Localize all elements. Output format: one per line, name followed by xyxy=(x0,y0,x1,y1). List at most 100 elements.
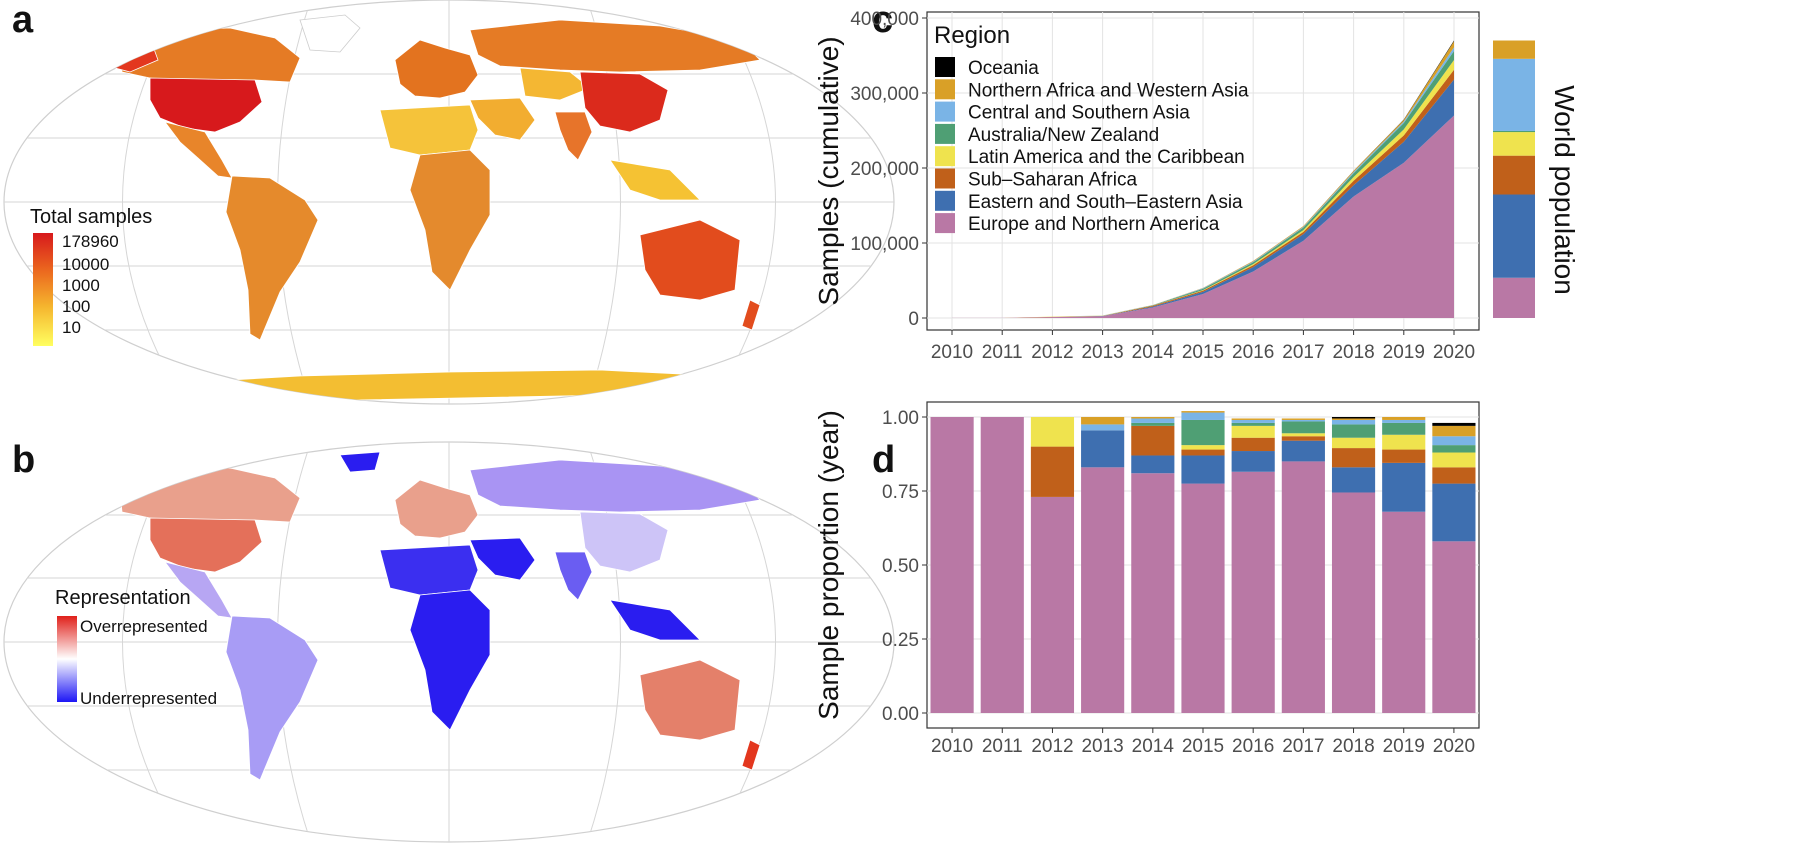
bar-2013-central-and-southern-asia xyxy=(1081,424,1125,431)
chart-c-areas xyxy=(952,40,1454,318)
bar-2016-latin-america-and-the-caribbean xyxy=(1231,425,1275,438)
bar-2017-europe-and-northern-america xyxy=(1281,461,1325,713)
map-b-legend: Representation Overrepresented Underrepr… xyxy=(55,587,217,708)
bar-2013-eastern-and-south-eastern-asia xyxy=(1081,430,1125,468)
chart-c-x-tick-label: 2012 xyxy=(1031,342,1073,363)
legend-swatch-oceania xyxy=(935,57,955,77)
bar-2019-northern-africa-and-western-asia xyxy=(1382,417,1426,420)
bar-2016-australia-new-zealand xyxy=(1231,422,1275,426)
chart-d-x-tick-label: 2020 xyxy=(1433,736,1475,757)
bar-2020-oceania xyxy=(1432,422,1476,426)
bar-2016-central-and-southern-asia xyxy=(1231,419,1275,423)
bar-2018-europe-and-northern-america xyxy=(1331,492,1376,713)
bar-2016-europe-and-northern-america xyxy=(1231,471,1275,713)
bar-2016-eastern-and-south-eastern-asia xyxy=(1231,451,1275,472)
bar-2017-latin-america-and-the-caribbean xyxy=(1281,433,1325,437)
area-europe-and-northern-america xyxy=(952,115,1454,318)
bar-2019-australia-new-zealand xyxy=(1382,422,1426,435)
legend-label-eastern-and-south-eastern-asia: Eastern and South–Eastern Asia xyxy=(968,192,1243,213)
chart-c-x-tick-label: 2014 xyxy=(1132,342,1175,363)
chart-d-x-tick-label: 2016 xyxy=(1232,736,1274,757)
bar-2012-latin-america-and-the-caribbean xyxy=(1030,417,1075,447)
chart-d-bars xyxy=(930,411,1476,713)
bar-2015-sub-saharan-africa xyxy=(1181,449,1225,456)
panel-label-d: d xyxy=(872,439,895,481)
world-population-northern-africa-and-western-asia xyxy=(1493,40,1535,59)
map-a-legend-label-0: 178960 xyxy=(62,232,119,251)
legend-label-latin-america-and-the-caribbean: Latin America and the Caribbean xyxy=(968,147,1245,168)
legend-swatch-northern-africa-and-western-asia xyxy=(935,79,955,100)
legend-swatch-sub-saharan-africa xyxy=(935,168,955,189)
panel-label-b: b xyxy=(12,439,35,481)
bar-2010-europe-and-northern-america xyxy=(930,417,974,713)
map-a-legend-label-4: 10 xyxy=(62,318,81,337)
chart-c-y-axis-title: Samples (cumulative) xyxy=(813,36,844,305)
legend-label-europe-and-northern-america: Europe and Northern America xyxy=(968,214,1220,235)
chart-c-x-tick-label: 2015 xyxy=(1182,342,1224,363)
bar-2015-latin-america-and-the-caribbean xyxy=(1181,445,1225,450)
bar-2017-sub-saharan-africa xyxy=(1281,436,1325,441)
legend-label-sub-saharan-africa: Sub–Saharan Africa xyxy=(968,170,1137,191)
world-population-central-and-southern-asia xyxy=(1493,58,1535,131)
legend-swatch-latin-america-and-the-caribbean xyxy=(935,146,955,167)
bar-2014-australia-new-zealand xyxy=(1131,422,1175,426)
map-b-legend-high: Overrepresented xyxy=(80,617,208,636)
bar-2020-eastern-and-south-eastern-asia xyxy=(1432,483,1476,542)
bar-2019-eastern-and-south-eastern-asia xyxy=(1382,462,1426,512)
chart-d-x-tick-label: 2012 xyxy=(1031,736,1073,757)
chart-c-x-ticks: 2010 2011 2012 2013 2014 2015 2016 2017 2018 2019… xyxy=(931,330,1475,363)
legend-label-australia-new-zealand: Australia/New Zealand xyxy=(968,125,1159,146)
chart-d-x-tick-label: 2017 xyxy=(1282,736,1324,757)
world-population-label: World population xyxy=(1549,85,1580,295)
chart-c-y-tick-label: 300,000 xyxy=(850,84,919,105)
bar-2020-australia-new-zealand xyxy=(1432,445,1476,453)
bar-2020-northern-africa-and-western-asia xyxy=(1432,425,1476,437)
bar-2015-europe-and-northern-america xyxy=(1181,483,1225,713)
map-b-legend-title: Representation xyxy=(55,587,191,609)
map-a-legend-title: Total samples xyxy=(30,206,152,228)
bar-2014-sub-saharan-africa xyxy=(1131,425,1175,456)
bar-2019-latin-america-and-the-caribbean xyxy=(1382,434,1426,450)
chart-c-x-tick-label: 2018 xyxy=(1332,342,1374,363)
chart-c-y-tick-label: 100,000 xyxy=(850,234,919,255)
bar-2016-sub-saharan-africa xyxy=(1231,437,1275,452)
world-population-sub-saharan-africa xyxy=(1493,155,1535,195)
chart-c-legend-title: Region xyxy=(934,22,1010,49)
bar-2015-australia-new-zealand xyxy=(1181,419,1225,446)
legend-label-central-and-southern-asia: Central and Southern Asia xyxy=(968,103,1190,124)
bar-2018-latin-america-and-the-caribbean xyxy=(1331,437,1376,449)
bar-2020-europe-and-northern-america xyxy=(1432,541,1476,713)
chart-c-x-tick-label: 2017 xyxy=(1282,342,1324,363)
bar-2015-eastern-and-south-eastern-asia xyxy=(1181,455,1225,484)
chart-d-y-tick-label: 0.75 xyxy=(882,482,919,503)
bar-2013-europe-and-northern-america xyxy=(1081,467,1125,713)
chart-c-y-tick-label: 0 xyxy=(908,309,919,330)
legend-label-northern-africa-and-western-asia: Northern Africa and Western Asia xyxy=(968,80,1249,101)
chart-c-x-tick-label: 2019 xyxy=(1383,342,1425,363)
bar-2014-eastern-and-south-eastern-asia xyxy=(1131,455,1175,474)
chart-d-y-ticks: 0.00 0.25 0.50 0.75 1.00 xyxy=(882,408,927,725)
map-a-legend-label-2: 1000 xyxy=(62,276,100,295)
bar-2020-sub-saharan-africa xyxy=(1432,467,1476,484)
chart-d-y-tick-label: 0.25 xyxy=(882,630,919,651)
bar-2014-central-and-southern-asia xyxy=(1131,418,1175,423)
chart-d-x-tick-label: 2018 xyxy=(1332,736,1374,757)
world-population-europe-and-northern-america xyxy=(1493,277,1535,318)
map-a-legend: Total samples 178960 10000 1000 100 10 xyxy=(30,206,152,346)
bar-2017-eastern-and-south-eastern-asia xyxy=(1281,440,1325,462)
world-population-australia-new-zealand xyxy=(1493,130,1535,133)
bar-2017-australia-new-zealand xyxy=(1281,421,1325,434)
map-representation: Representation Overrepresented Underrepr… xyxy=(3,441,895,843)
bar-2018-oceania xyxy=(1331,417,1376,419)
map-b-colorbar xyxy=(57,616,77,702)
bar-2014-northern-africa-and-western-asia xyxy=(1131,417,1175,419)
bar-2017-central-and-southern-asia xyxy=(1281,419,1325,422)
panel-label-c: c xyxy=(872,0,893,41)
map-a-legend-label-3: 100 xyxy=(62,297,90,316)
bar-2020-central-and-southern-asia xyxy=(1432,436,1476,446)
legend-label-oceania: Oceania xyxy=(968,58,1039,79)
chart-d-x-tick-label: 2014 xyxy=(1132,736,1175,757)
chart-d-y-tick-label: 0.50 xyxy=(882,556,919,577)
map-total-samples: Total samples 178960 10000 1000 100 10 xyxy=(3,0,895,405)
